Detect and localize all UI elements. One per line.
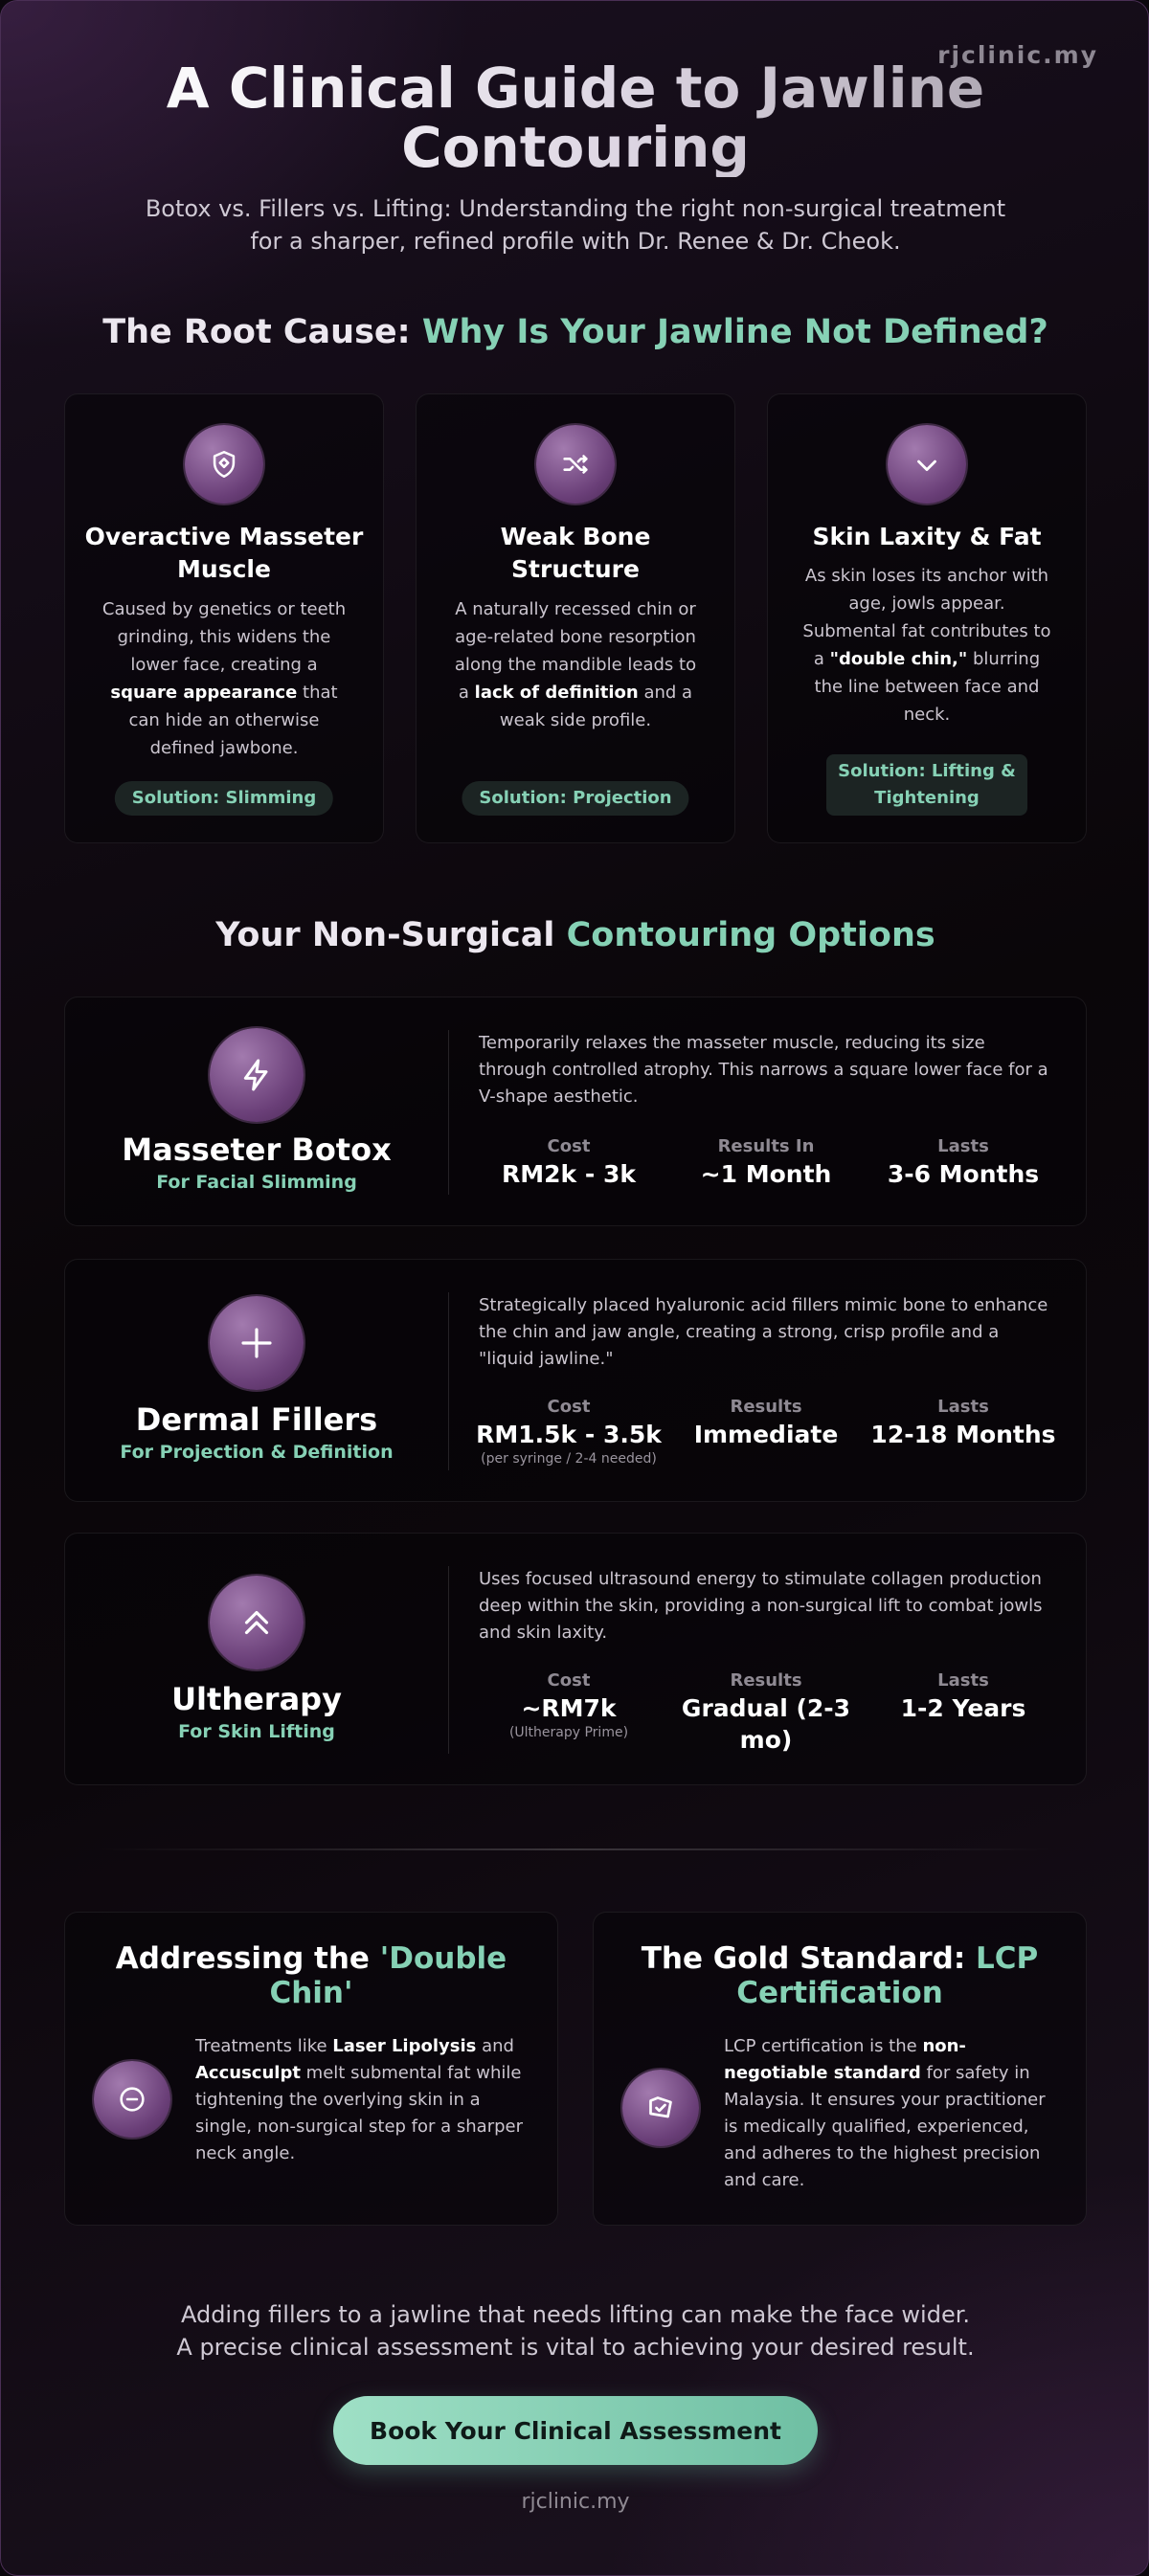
cause-title: Skin Laxity & Fat: [812, 523, 1042, 550]
info-description: LCP certification is the non-negotiable …: [724, 2036, 1046, 2190]
lightning-icon: [210, 1028, 304, 1122]
chevron-down-icon: [888, 425, 966, 504]
options-heading: Your Non-Surgical Contouring Options: [215, 916, 935, 954]
shield-icon: [185, 425, 263, 504]
option-description: Uses focused ultrasound energy to stimul…: [479, 1569, 1043, 1643]
option-card-ultherapy: Ultherapy For Skin Lifting Uses focused …: [64, 1533, 1087, 1785]
cause-title: Weak Bone Structure: [500, 523, 651, 583]
option-name: Dermal Fillers: [135, 1401, 378, 1438]
cause-description: As skin loses its anchor with age, jowls…: [802, 566, 1051, 725]
solution-badge: Solution: Slimming: [114, 781, 334, 816]
option-header: Dermal Fillers For Projection & Definiti…: [65, 1260, 448, 1501]
page-subtitle: Botox vs. Fillers vs. Lifting: Understan…: [145, 195, 1006, 255]
solution-badge: Solution: Lifting & Tightening: [826, 754, 1027, 816]
divider: [448, 1030, 449, 1195]
option-header: Ultherapy For Skin Lifting: [65, 1534, 448, 1784]
cause-title: Overactive Masseter Muscle: [84, 523, 364, 583]
section-divider: [97, 1848, 1054, 1850]
info-card-lcp: The Gold Standard: LCP Certification LCP…: [593, 1912, 1087, 2226]
option-name: Masseter Botox: [122, 1131, 392, 1168]
divider: [448, 1566, 449, 1754]
stat-lasts: Lasts 1-2 Years: [900, 1670, 1026, 1722]
footer-brand: rjclinic.my: [521, 2490, 630, 2514]
certificate-icon: [622, 2070, 699, 2146]
info-card-double-chin: Addressing the 'Double Chin' Treatments …: [64, 1912, 558, 2226]
info-description: Treatments like Laser Lipolysis and Accu…: [195, 2036, 523, 2163]
double-chevron-up-icon: [210, 1576, 304, 1669]
closing-note: Adding fillers to a jawline that needs l…: [176, 2301, 975, 2361]
stat-cost: Cost RM2k - 3k: [502, 1136, 636, 1188]
option-description: Temporarily relaxes the masseter muscle,…: [479, 1033, 1048, 1107]
stat-cost: Cost RM1.5k - 3.5k (per syringe / 2-4 ne…: [476, 1397, 662, 1467]
option-header: Masseter Botox For Facial Slimming: [65, 997, 448, 1225]
cause-description: A naturally recessed chin or age-related…: [454, 599, 697, 730]
page-title: A Clinical Guide to Jawline Contouring: [97, 58, 1054, 177]
option-description: Strategically placed hyaluronic acid fil…: [479, 1295, 1048, 1369]
stat-results: Results Immediate: [693, 1397, 839, 1448]
cause-card-laxity: Skin Laxity & Fat As skin loses its anch…: [767, 393, 1087, 843]
info-title: Addressing the 'Double Chin': [115, 1941, 507, 2010]
option-tag: For Skin Lifting: [178, 1721, 335, 1742]
stat-results: Results In ~1 Month: [700, 1136, 832, 1188]
shuffle-icon: [536, 425, 615, 504]
option-name: Ultherapy: [171, 1681, 342, 1717]
stat-lasts: Lasts 3-6 Months: [887, 1136, 1040, 1188]
option-card-fillers: Dermal Fillers For Projection & Definiti…: [64, 1259, 1087, 1502]
cause-card-masseter: Overactive Masseter Muscle Caused by gen…: [64, 393, 384, 843]
option-tag: For Projection & Definition: [120, 1442, 394, 1463]
option-tag: For Facial Slimming: [156, 1172, 357, 1193]
stat-lasts: Lasts 12-18 Months: [870, 1397, 1056, 1448]
cause-card-bone: Weak Bone Structure A naturally recessed…: [416, 393, 735, 843]
solution-badge: Solution: Projection: [462, 781, 689, 816]
book-assessment-button[interactable]: Book Your Clinical Assessment: [333, 2396, 818, 2465]
divider: [448, 1292, 449, 1470]
cause-description: Caused by genetics or teeth grinding, th…: [101, 599, 347, 758]
root-cause-heading: The Root Cause: Why Is Your Jawline Not …: [102, 313, 1048, 351]
brand-watermark: rjclinic.my: [937, 41, 1098, 69]
stat-results: Results Gradual (2-3 mo): [681, 1670, 851, 1754]
minus-circle-icon: [94, 2061, 170, 2138]
stat-cost: Cost ~RM7k (Ultherapy Prime): [508, 1670, 629, 1740]
plus-icon: [210, 1296, 304, 1390]
option-card-botox: Masseter Botox For Facial Slimming Tempo…: [64, 997, 1087, 1226]
info-title: The Gold Standard: LCP Certification: [641, 1941, 1039, 2010]
